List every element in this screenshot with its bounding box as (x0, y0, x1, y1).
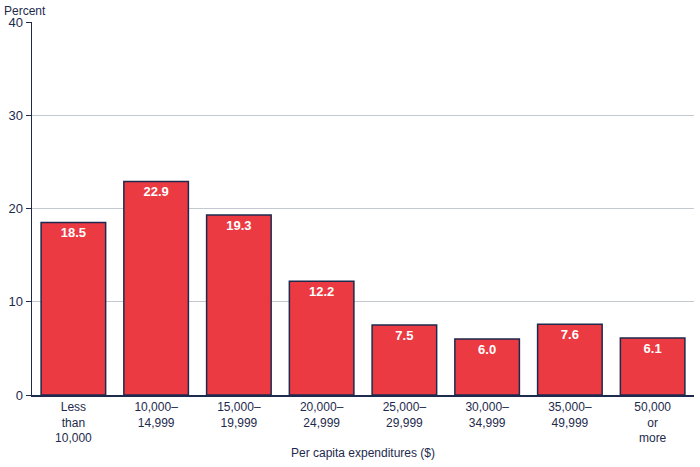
svg-text:40: 40 (8, 15, 22, 30)
svg-text:15,000–19,999: 15,000–19,999 (217, 400, 261, 430)
svg-text:Percent: Percent (4, 4, 46, 18)
svg-text:20,000–24,999: 20,000–24,999 (300, 400, 344, 430)
svg-text:35,000–49,999: 35,000–49,999 (548, 400, 592, 430)
svg-text:30: 30 (8, 108, 22, 123)
svg-text:Lessthan10,000: Lessthan10,000 (55, 400, 92, 445)
svg-text:7.5: 7.5 (395, 328, 413, 343)
svg-text:30,000–34,999: 30,000–34,999 (465, 400, 509, 430)
svg-text:0: 0 (16, 388, 23, 403)
svg-text:50,000ormore: 50,000ormore (634, 400, 671, 445)
svg-text:Per capita expenditures ($): Per capita expenditures ($) (291, 446, 435, 460)
svg-text:10: 10 (8, 294, 22, 309)
svg-text:19.3: 19.3 (226, 218, 251, 233)
svg-text:22.9: 22.9 (143, 184, 168, 199)
svg-text:12.2: 12.2 (309, 284, 334, 299)
svg-text:10,000–14,999: 10,000–14,999 (134, 400, 178, 430)
svg-text:7.6: 7.6 (561, 327, 579, 342)
svg-text:6.1: 6.1 (644, 341, 662, 356)
svg-text:25,000–29,999: 25,000–29,999 (383, 400, 427, 430)
svg-text:6.0: 6.0 (478, 342, 496, 357)
svg-text:20: 20 (8, 201, 22, 216)
svg-text:18.5: 18.5 (61, 225, 86, 240)
